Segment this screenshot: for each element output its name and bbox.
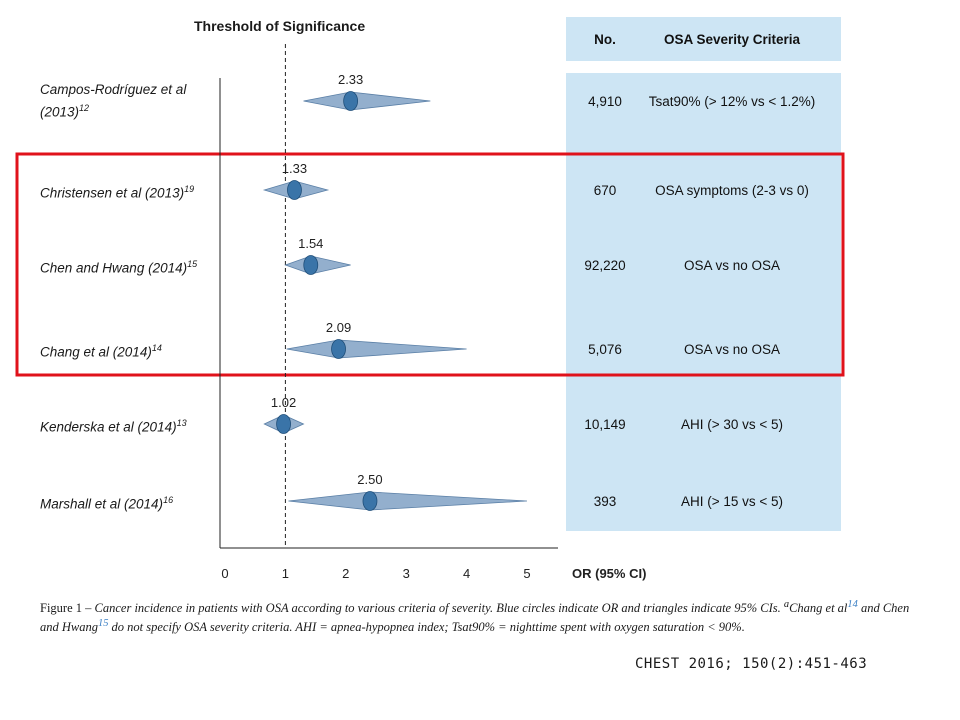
highlight-box bbox=[15, 152, 845, 377]
study-label: Chen and Hwang (2014)15 bbox=[40, 255, 197, 278]
study-label-text: Campos-Rodríguez et al (2013) bbox=[40, 82, 187, 120]
or-point bbox=[303, 255, 319, 275]
study-sample-size: 10,149 bbox=[584, 417, 625, 432]
study-severity-criteria: OSA vs no OSA bbox=[684, 342, 780, 357]
caption-part1: Cancer incidence in patients with OSA ac… bbox=[94, 601, 784, 616]
study-reference-number: 19 bbox=[184, 184, 195, 194]
caption-footnote-mark: a bbox=[783, 599, 790, 610]
table-header-panel bbox=[566, 17, 841, 61]
or-point bbox=[331, 339, 346, 359]
study-severity-criteria: OSA symptoms (2-3 vs 0) bbox=[655, 183, 809, 198]
study-severity-criteria: AHI (> 30 vs < 5) bbox=[681, 417, 783, 432]
caption-ref-b: 15 bbox=[98, 618, 109, 630]
study-label: Chang et al (2014)14 bbox=[40, 339, 162, 362]
study-reference-number: 16 bbox=[163, 495, 174, 505]
figure-caption: Figure 1 – Cancer incidence in patients … bbox=[40, 597, 930, 635]
journal-citation: CHEST 2016; 150(2):451-463 bbox=[635, 656, 868, 672]
x-tick-label: 3 bbox=[403, 566, 410, 581]
study-label-text: Christensen et al (2013) bbox=[40, 185, 185, 201]
or-value-label: 2.50 bbox=[357, 472, 382, 487]
x-tick-label: 0 bbox=[221, 566, 228, 581]
study-reference-number: 14 bbox=[151, 343, 162, 353]
caption-ref-a: 14 bbox=[847, 599, 858, 610]
ci-triangle bbox=[286, 339, 467, 359]
threshold-title: Threshold of Significance bbox=[194, 18, 366, 34]
study-label-text: Chen and Hwang (2014) bbox=[40, 260, 188, 276]
or-value-label: 1.33 bbox=[282, 161, 307, 176]
x-tick-label: 4 bbox=[463, 566, 470, 581]
study-label: Kenderska et al (2014)13 bbox=[40, 414, 187, 437]
table-body-panel bbox=[566, 73, 841, 531]
study-severity-criteria: Tsat90% (> 12% vs < 1.2%) bbox=[649, 94, 816, 109]
caption-part4: do not specify OSA severity criteria. AH… bbox=[108, 620, 745, 635]
or-point bbox=[287, 180, 302, 200]
x-tick-label: 1 bbox=[282, 566, 289, 581]
x-axis-label: OR (95% CI) bbox=[572, 566, 646, 581]
caption-text: Cancer incidence in patients with OSA ac… bbox=[40, 599, 910, 635]
study-label-text: Chang et al (2014) bbox=[40, 344, 152, 360]
study-reference-number: 12 bbox=[79, 103, 90, 113]
study-label-text: Kenderska et al (2014) bbox=[40, 419, 177, 435]
study-label: Marshall et al (2014)16 bbox=[40, 491, 173, 514]
study-label: Christensen et al (2013)19 bbox=[40, 180, 194, 203]
study-sample-size: 5,076 bbox=[588, 342, 622, 357]
study-reference-number: 15 bbox=[187, 259, 198, 269]
study-sample-size: 4,910 bbox=[588, 94, 622, 109]
or-point bbox=[362, 491, 378, 511]
caption-part3: and Chen and Hwang bbox=[40, 601, 910, 635]
table-header-no: No. bbox=[594, 32, 616, 47]
study-severity-criteria: OSA vs no OSA bbox=[684, 258, 780, 273]
or-value-label: 2.33 bbox=[338, 72, 363, 87]
caption-figure-label: Figure 1 – bbox=[40, 601, 95, 616]
or-point bbox=[276, 414, 291, 434]
or-value-label: 1.54 bbox=[298, 236, 323, 251]
ci-triangle bbox=[288, 491, 528, 511]
or-point bbox=[343, 91, 359, 111]
study-label-text: Marshall et al (2014) bbox=[40, 496, 164, 512]
x-tick-label: 2 bbox=[342, 566, 349, 581]
caption-part2: Chang et al bbox=[789, 601, 848, 616]
study-sample-size: 670 bbox=[594, 183, 617, 198]
table-header-criteria: OSA Severity Criteria bbox=[664, 32, 801, 47]
ci-triangle bbox=[303, 91, 431, 111]
study-severity-criteria: AHI (> 15 vs < 5) bbox=[681, 494, 783, 509]
study-reference-number: 13 bbox=[176, 418, 187, 428]
study-label: Campos-Rodríguez et al (2013)12 bbox=[40, 81, 220, 122]
study-sample-size: 92,220 bbox=[584, 258, 625, 273]
study-sample-size: 393 bbox=[594, 494, 617, 509]
x-tick-label: 5 bbox=[523, 566, 530, 581]
or-value-label: 1.02 bbox=[271, 395, 296, 410]
or-value-label: 2.09 bbox=[326, 320, 351, 335]
